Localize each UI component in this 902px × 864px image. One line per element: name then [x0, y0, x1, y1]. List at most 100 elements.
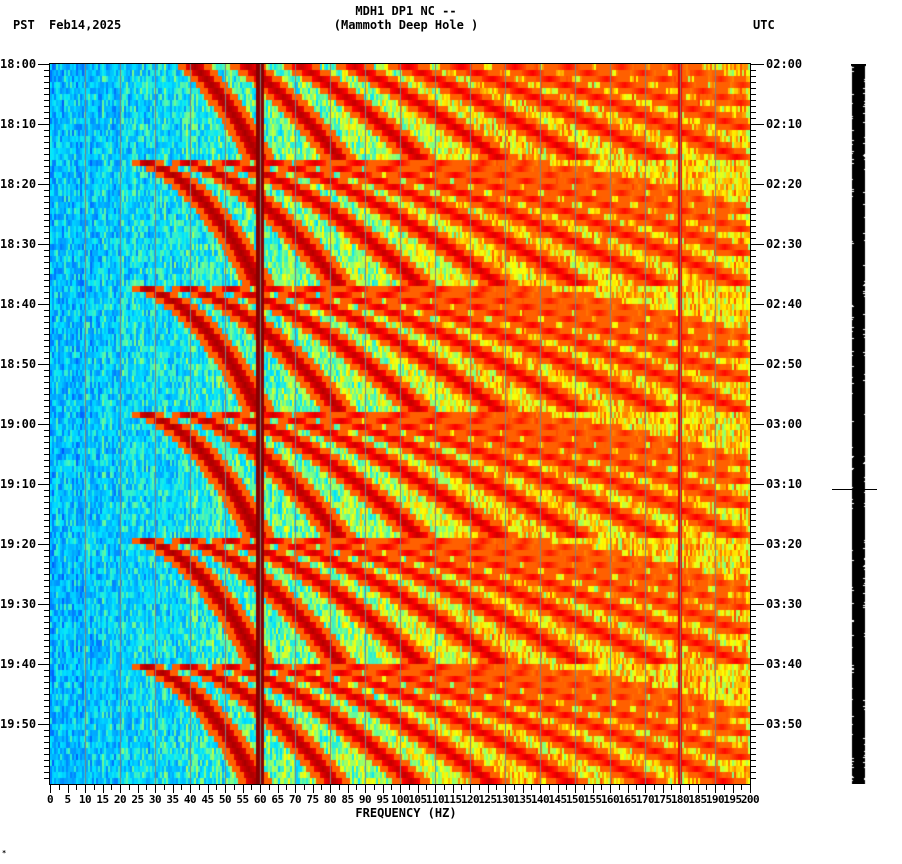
minor-tick	[750, 412, 756, 413]
minor-tick	[750, 166, 756, 167]
major-tick	[38, 544, 50, 545]
frequency-tick-label: 115	[443, 793, 462, 806]
major-tick	[85, 784, 86, 793]
major-tick	[680, 784, 681, 793]
frequency-tick-label: 100	[390, 793, 410, 806]
minor-tick	[750, 682, 756, 683]
x-axis-label: FREQUENCY (HZ)	[355, 806, 457, 820]
minor-tick	[750, 214, 756, 215]
frequency-tick-label: 65	[271, 793, 284, 806]
frequency-tick-label: 30	[148, 793, 162, 806]
major-tick	[38, 484, 50, 485]
major-tick	[38, 724, 50, 725]
minor-tick	[750, 580, 756, 581]
minor-tick	[750, 646, 756, 647]
minor-tick	[251, 784, 252, 790]
minor-tick	[111, 784, 112, 790]
minor-tick	[750, 658, 756, 659]
minor-tick	[750, 310, 756, 311]
minor-tick	[750, 622, 756, 623]
minor-tick	[750, 112, 756, 113]
minor-tick	[44, 532, 50, 533]
minor-tick	[44, 706, 50, 707]
minor-tick	[44, 82, 50, 83]
left-time-label: 19:00	[0, 417, 37, 431]
frequency-tick-label: 155	[583, 793, 602, 806]
minor-tick	[750, 640, 756, 641]
major-tick	[750, 184, 764, 185]
major-tick	[173, 784, 174, 793]
minor-tick	[44, 190, 50, 191]
minor-tick	[750, 88, 756, 89]
minor-tick	[750, 316, 756, 317]
minor-tick	[44, 700, 50, 701]
frequency-tick-label: 10	[78, 793, 92, 806]
minor-tick	[44, 406, 50, 407]
frequency-tick-label: 70	[288, 793, 302, 806]
minor-tick	[750, 502, 756, 503]
minor-tick	[44, 340, 50, 341]
minor-tick	[750, 232, 756, 233]
frequency-tick-label: 15	[96, 793, 109, 806]
minor-tick	[750, 718, 756, 719]
frequency-tick-label: 170	[635, 793, 655, 806]
major-tick	[663, 784, 664, 793]
minor-tick	[44, 508, 50, 509]
minor-tick	[44, 172, 50, 173]
minor-tick	[321, 784, 322, 790]
major-tick	[38, 664, 50, 665]
major-tick	[488, 784, 489, 793]
minor-tick	[750, 742, 756, 743]
minor-tick	[750, 94, 756, 95]
right-time-label: 02:20	[766, 177, 803, 191]
minor-tick	[44, 412, 50, 413]
major-tick	[750, 724, 764, 725]
minor-tick	[750, 394, 756, 395]
minor-tick	[44, 256, 50, 257]
major-tick	[505, 784, 506, 793]
minor-tick	[44, 154, 50, 155]
minor-tick	[44, 334, 50, 335]
minor-tick	[750, 730, 756, 731]
minor-tick	[44, 286, 50, 287]
minor-tick	[44, 760, 50, 761]
minor-tick	[44, 142, 50, 143]
right-time-label: 02:00	[766, 57, 803, 71]
minor-tick	[44, 736, 50, 737]
minor-tick	[584, 784, 585, 790]
major-tick	[575, 784, 576, 793]
minor-tick	[44, 580, 50, 581]
left-time-label: 18:00	[0, 57, 37, 71]
minor-tick	[426, 784, 427, 790]
minor-tick	[750, 322, 756, 323]
left-time-label: 19:20	[0, 537, 37, 551]
minor-tick	[566, 784, 567, 790]
minor-tick	[750, 298, 756, 299]
minor-tick	[44, 118, 50, 119]
left-timezone-label: PST	[13, 18, 35, 32]
minor-tick	[146, 784, 147, 790]
right-time-label: 03:30	[766, 597, 803, 611]
minor-tick	[339, 784, 340, 790]
frequency-tick-label: 20	[113, 793, 127, 806]
minor-tick	[269, 784, 270, 790]
minor-tick	[750, 370, 756, 371]
major-tick	[750, 664, 764, 665]
frequency-tick-label: 195	[723, 793, 742, 806]
minor-tick	[750, 352, 756, 353]
minor-tick	[750, 328, 756, 329]
minor-tick	[44, 148, 50, 149]
minor-tick	[44, 418, 50, 419]
major-tick	[750, 484, 764, 485]
minor-tick	[724, 784, 725, 790]
major-tick	[750, 784, 751, 793]
minor-tick	[44, 346, 50, 347]
minor-tick	[750, 220, 756, 221]
frequency-tick-label: 75	[306, 793, 319, 806]
minor-tick	[44, 250, 50, 251]
minor-tick	[44, 598, 50, 599]
minor-tick	[750, 706, 756, 707]
minor-tick	[44, 682, 50, 683]
major-tick	[610, 784, 611, 793]
major-tick	[295, 784, 296, 793]
